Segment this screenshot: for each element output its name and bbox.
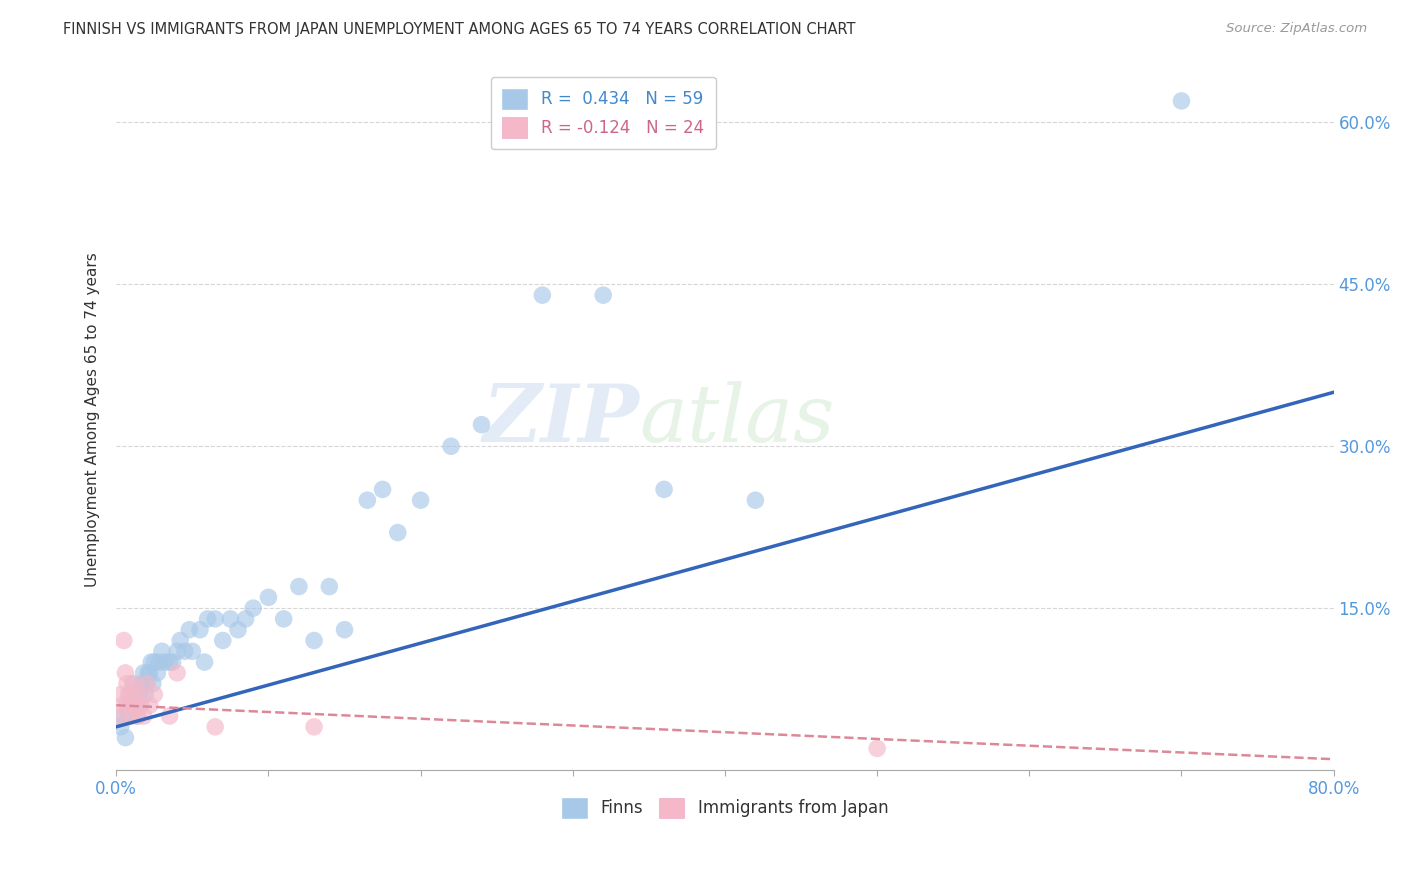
Point: [188, 623, 211, 637]
Point: [166, 644, 188, 658]
Point: [124, 688, 146, 702]
Point: [135, 676, 157, 690]
Point: [273, 612, 295, 626]
Point: [440, 439, 463, 453]
Point: [211, 633, 233, 648]
Text: ZIP: ZIP: [482, 381, 640, 458]
Point: [531, 288, 554, 302]
Text: FINNISH VS IMMIGRANTS FROM JAPAN UNEMPLOYMENT AMONG AGES 65 TO 74 YEARS CORRELAT: FINNISH VS IMMIGRANTS FROM JAPAN UNEMPLO…: [63, 22, 856, 37]
Point: [197, 612, 219, 626]
Point: [318, 580, 340, 594]
Point: [226, 623, 249, 637]
Point: [127, 709, 149, 723]
Point: [114, 665, 136, 680]
Point: [110, 720, 132, 734]
Text: atlas: atlas: [640, 381, 835, 458]
Point: [132, 665, 155, 680]
Point: [193, 655, 215, 669]
Point: [166, 665, 188, 680]
Point: [114, 731, 136, 745]
Point: [141, 655, 163, 669]
Point: [139, 665, 162, 680]
Point: [159, 709, 181, 723]
Point: [122, 676, 145, 690]
Point: [162, 655, 184, 669]
Point: [142, 676, 165, 690]
Point: [139, 698, 162, 713]
Text: Source: ZipAtlas.com: Source: ZipAtlas.com: [1226, 22, 1367, 36]
Point: [153, 655, 176, 669]
Point: [333, 623, 356, 637]
Point: [143, 655, 166, 669]
Point: [288, 580, 311, 594]
Point: [866, 741, 889, 756]
Point: [242, 601, 264, 615]
Point: [257, 591, 280, 605]
Point: [148, 655, 170, 669]
Point: [108, 709, 131, 723]
Point: [128, 688, 150, 702]
Point: [122, 676, 145, 690]
Point: [219, 612, 242, 626]
Point: [127, 709, 149, 723]
Point: [125, 698, 148, 713]
Point: [115, 698, 138, 713]
Point: [179, 623, 201, 637]
Point: [150, 644, 173, 658]
Point: [470, 417, 492, 432]
Point: [112, 709, 135, 723]
Point: [356, 493, 378, 508]
Point: [129, 698, 152, 713]
Point: [235, 612, 257, 626]
Point: [115, 676, 138, 690]
Point: [204, 612, 226, 626]
Point: [387, 525, 409, 540]
Point: [652, 483, 675, 497]
Point: [121, 698, 143, 713]
Point: [1170, 94, 1192, 108]
Point: [592, 288, 614, 302]
Point: [143, 688, 166, 702]
Point: [173, 644, 195, 658]
Point: [181, 644, 204, 658]
Point: [117, 688, 139, 702]
Point: [302, 633, 325, 648]
Point: [112, 633, 135, 648]
Point: [371, 483, 394, 497]
Point: [125, 698, 148, 713]
Point: [117, 709, 139, 723]
Point: [124, 688, 146, 702]
Point: [131, 676, 153, 690]
Point: [111, 698, 134, 713]
Point: [132, 709, 155, 723]
Point: [204, 720, 226, 734]
Point: [302, 720, 325, 734]
Point: [744, 493, 766, 508]
Y-axis label: Unemployment Among Ages 65 to 74 years: Unemployment Among Ages 65 to 74 years: [86, 252, 100, 587]
Point: [146, 665, 169, 680]
Point: [121, 709, 143, 723]
Point: [118, 688, 141, 702]
Point: [129, 698, 152, 713]
Legend: Finns, Immigrants from Japan: Finns, Immigrants from Japan: [555, 791, 894, 825]
Point: [110, 688, 132, 702]
Point: [409, 493, 432, 508]
Point: [169, 633, 191, 648]
Point: [128, 688, 150, 702]
Point: [159, 655, 181, 669]
Point: [135, 676, 157, 690]
Point: [134, 688, 156, 702]
Point: [118, 698, 141, 713]
Point: [136, 665, 159, 680]
